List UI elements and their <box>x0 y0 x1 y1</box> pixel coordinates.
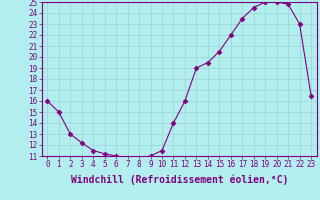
X-axis label: Windchill (Refroidissement éolien,°C): Windchill (Refroidissement éolien,°C) <box>70 175 288 185</box>
